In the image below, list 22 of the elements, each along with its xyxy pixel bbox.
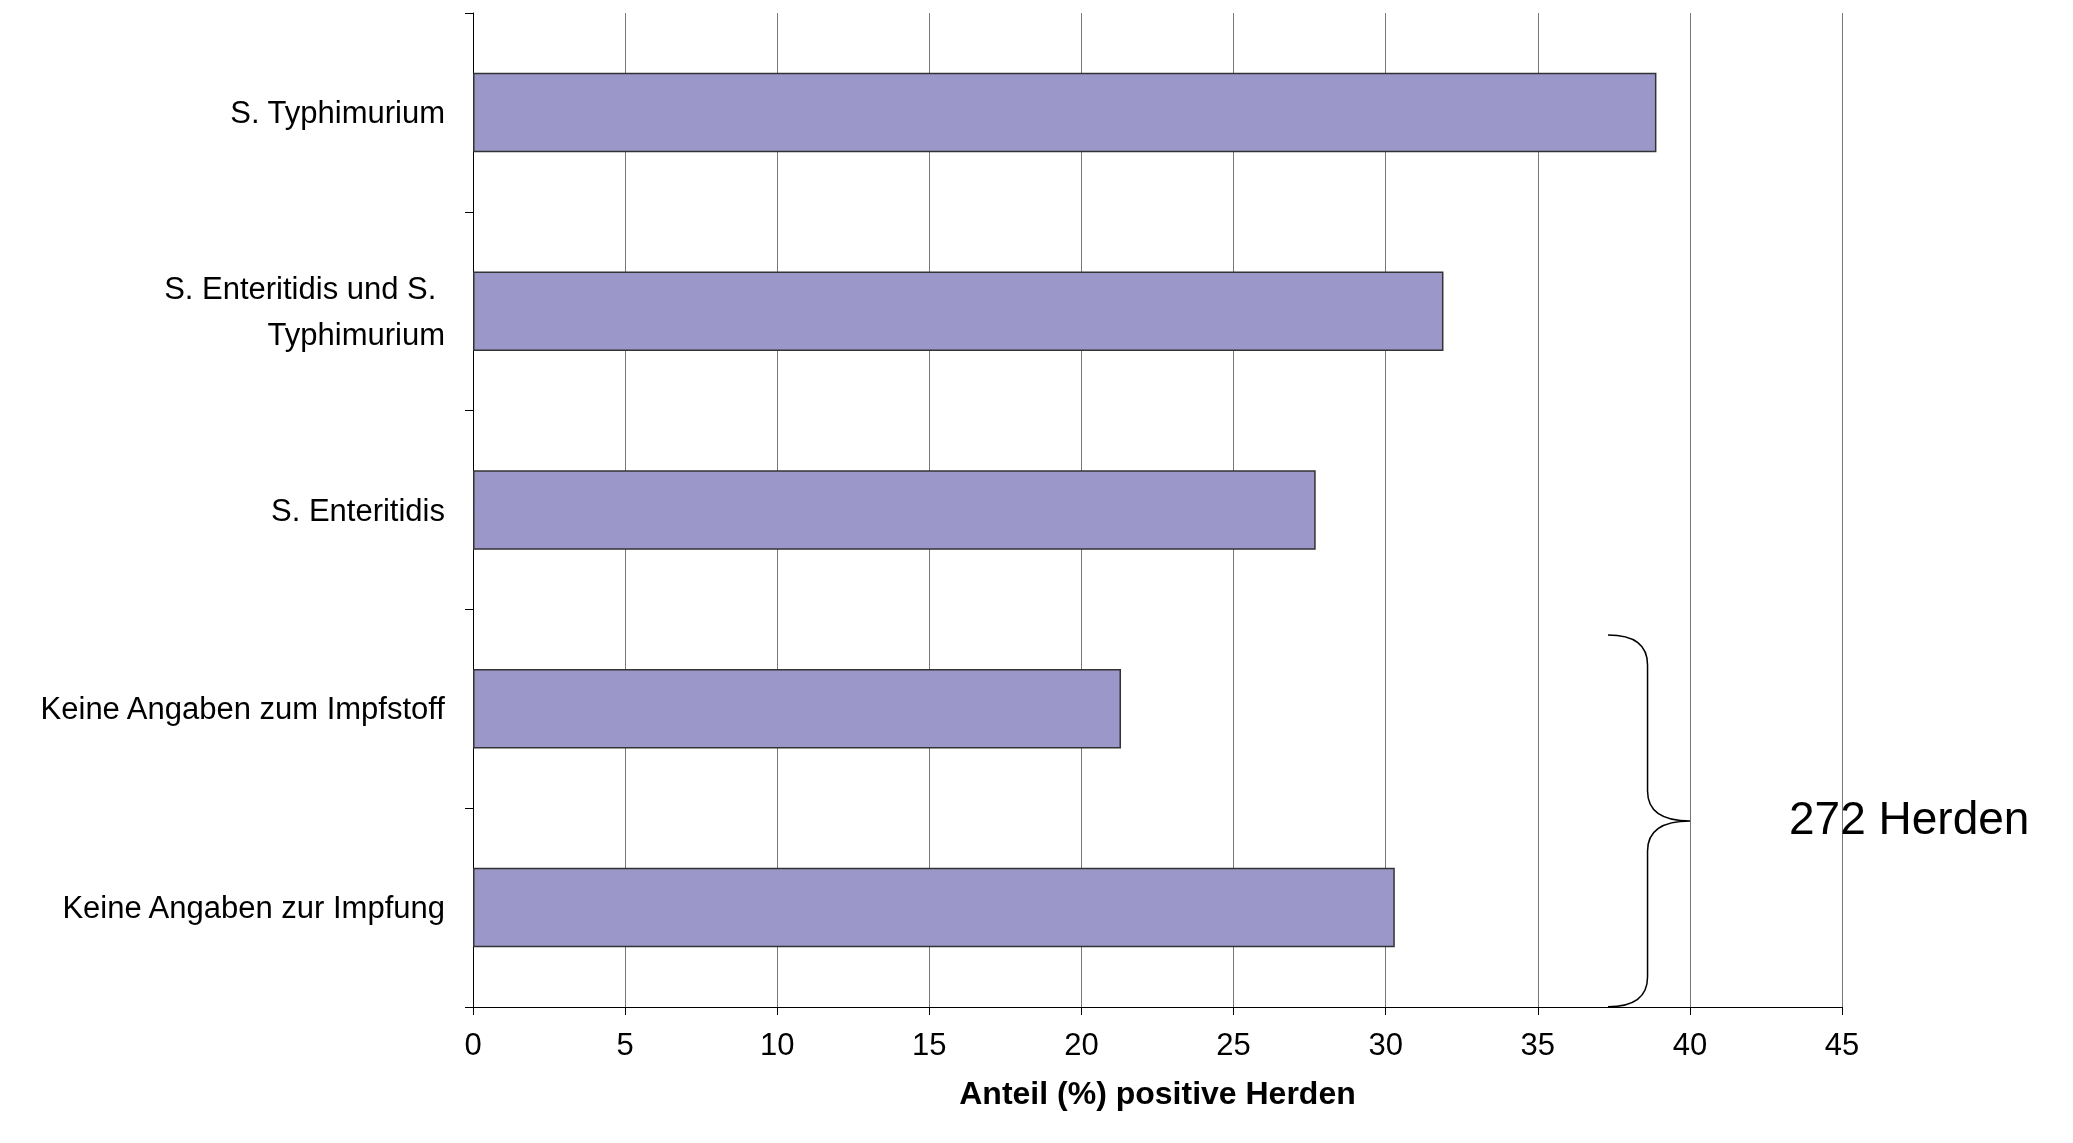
y-tick-label: Keine Angaben zur Impfung [62, 890, 445, 926]
x-tick-label: 15 [912, 1027, 947, 1062]
x-tick-label: 40 [1672, 1027, 1708, 1062]
bar [473, 669, 1121, 749]
x-tick-label: 30 [1368, 1027, 1403, 1062]
bar [473, 72, 1657, 153]
x-tick-label: 20 [1064, 1027, 1099, 1062]
bar [473, 271, 1444, 351]
x-tick-label: 25 [1216, 1027, 1251, 1062]
x-tick-label: 5 [616, 1027, 634, 1062]
x-axis-title: Anteil (%) positive Herden [959, 1075, 1356, 1111]
y-tick-label: S. Enteritidis und S. Typhimurium [164, 270, 445, 352]
y-tick-label: S. Enteritidis [270, 492, 445, 528]
annotation: 272 Herden [1789, 791, 2030, 846]
y-tick-label: Keine Angaben zum Impfstoff [40, 691, 446, 727]
y-tick-label: S. Typhimurium [230, 94, 445, 130]
x-tick-label: 35 [1520, 1027, 1556, 1062]
x-tick-label: 45 [1824, 1027, 1860, 1062]
bar [473, 470, 1316, 550]
x-tick-label: 0 [464, 1027, 482, 1062]
x-tick-label: 10 [759, 1027, 795, 1062]
bar [473, 867, 1395, 948]
